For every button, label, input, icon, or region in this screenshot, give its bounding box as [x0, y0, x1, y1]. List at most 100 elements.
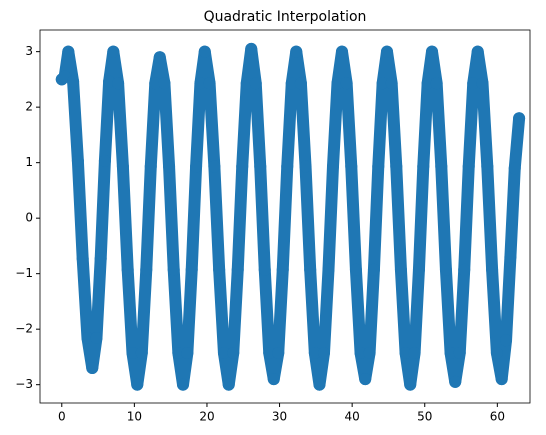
- point: [71, 154, 84, 167]
- point: [486, 263, 499, 276]
- point: [467, 77, 480, 90]
- point: [394, 263, 407, 276]
- point: [513, 112, 526, 125]
- point: [359, 373, 372, 386]
- point: [203, 77, 216, 90]
- point: [417, 160, 430, 173]
- point: [86, 362, 99, 375]
- point: [231, 263, 244, 276]
- point: [240, 77, 253, 90]
- point: [500, 334, 513, 347]
- x-tick-label: 10: [127, 410, 142, 424]
- point: [476, 77, 489, 90]
- point: [227, 347, 240, 360]
- point: [495, 373, 508, 386]
- plot-frame: [39, 29, 531, 404]
- point: [367, 263, 380, 276]
- point: [281, 160, 294, 173]
- x-tick-label: 50: [417, 410, 432, 424]
- point: [349, 263, 362, 276]
- point: [267, 373, 280, 386]
- point: [471, 45, 484, 58]
- point: [408, 347, 421, 360]
- point: [335, 45, 348, 58]
- point: [163, 160, 176, 173]
- point: [116, 160, 129, 173]
- point: [354, 347, 367, 360]
- point: [144, 160, 157, 173]
- point: [62, 45, 75, 58]
- point: [504, 251, 517, 264]
- point: [167, 263, 180, 276]
- y-tick-label: −1: [15, 266, 33, 280]
- y-tick-label: 2: [25, 100, 33, 114]
- point: [421, 77, 434, 90]
- y-tick-label: 3: [25, 44, 33, 58]
- point: [276, 263, 289, 276]
- point: [81, 332, 94, 345]
- point: [299, 160, 312, 173]
- point: [508, 162, 521, 175]
- point: [172, 347, 185, 360]
- point: [453, 347, 466, 360]
- point: [449, 375, 462, 388]
- point: [190, 160, 203, 173]
- point: [439, 263, 452, 276]
- trace: [55, 42, 526, 391]
- point: [149, 77, 162, 90]
- point: [198, 45, 211, 58]
- point: [390, 160, 403, 173]
- point: [322, 263, 335, 276]
- point: [326, 160, 339, 173]
- point: [236, 160, 249, 173]
- point: [462, 160, 475, 173]
- point: [444, 347, 457, 360]
- x-tick-label: 40: [345, 410, 360, 424]
- y-tick-label: −2: [15, 322, 33, 336]
- point: [435, 160, 448, 173]
- point: [285, 77, 298, 90]
- point: [313, 378, 326, 391]
- point: [372, 160, 385, 173]
- point: [185, 263, 198, 276]
- point: [222, 378, 235, 391]
- point: [254, 160, 267, 173]
- point: [263, 347, 276, 360]
- point: [67, 75, 80, 88]
- point: [490, 347, 503, 360]
- point: [177, 378, 190, 391]
- point: [426, 45, 438, 58]
- point: [412, 263, 425, 276]
- point: [290, 45, 303, 58]
- point: [308, 347, 321, 360]
- x-tick-label: 0: [58, 410, 66, 424]
- point: [112, 77, 125, 90]
- point: [181, 347, 194, 360]
- point: [107, 45, 120, 58]
- point: [135, 347, 148, 360]
- x-tick-label: 20: [199, 410, 214, 424]
- y-tick-label: −3: [15, 377, 33, 391]
- y-tick-label: 0: [25, 211, 33, 225]
- point: [217, 347, 230, 360]
- point: [208, 160, 221, 173]
- point: [363, 347, 376, 360]
- point: [98, 154, 111, 167]
- point: [103, 75, 116, 88]
- point: [481, 160, 494, 173]
- point: [131, 378, 144, 391]
- point: [404, 378, 417, 391]
- point: [380, 45, 393, 58]
- point: [245, 42, 258, 55]
- point: [376, 77, 389, 90]
- point: [317, 347, 330, 360]
- point: [140, 263, 153, 276]
- point: [272, 347, 285, 360]
- x-tick-label: 30: [272, 410, 287, 424]
- point: [158, 77, 171, 90]
- point: [126, 347, 139, 360]
- point: [153, 51, 166, 64]
- point: [340, 77, 353, 90]
- point: [76, 252, 89, 265]
